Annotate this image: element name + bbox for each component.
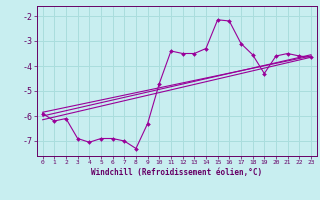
X-axis label: Windchill (Refroidissement éolien,°C): Windchill (Refroidissement éolien,°C) (91, 168, 262, 177)
